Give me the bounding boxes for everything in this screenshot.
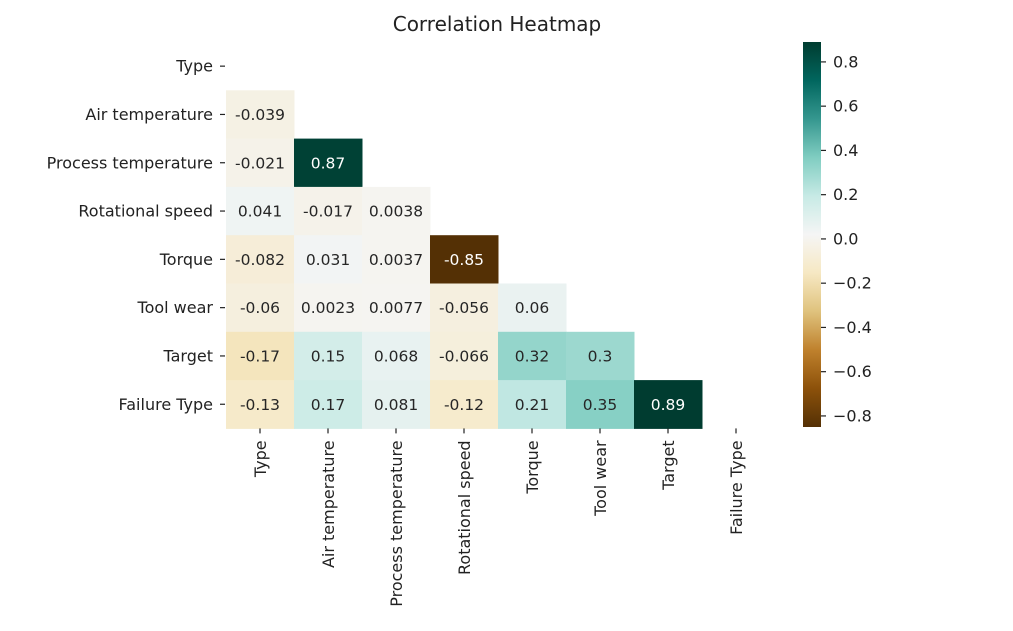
heatmap-cell-rotational-speed-type [226, 186, 295, 236]
colorbar: 0.8 0.6 0.4 0.2 0.0 −0.2 −0.4 −0.6 −0.8 [803, 42, 872, 427]
x-tick-label-tool-wear: Tool wear [591, 440, 610, 517]
heatmap-cell-target-air-temperature [294, 331, 363, 381]
heatmap-cell-target-tool-wear [566, 331, 635, 381]
heatmap-cell-torque-process-temperature [362, 235, 431, 284]
cell-value-label: 0.0077 [369, 299, 423, 317]
heatmap-cell-target-rotational-speed [430, 331, 499, 381]
y-tick-label-target: Target [163, 346, 214, 365]
cell-value-label: -0.056 [439, 299, 489, 317]
cell-value-label: 0.031 [306, 251, 350, 269]
x-tick-label-rotational-speed: Rotational speed [455, 440, 474, 575]
colorbar-tick-label: −0.8 [833, 406, 872, 425]
x-tick-label-process-temperature: Process temperature [387, 440, 406, 606]
heatmap-cells: -0.039 -0.021 0.87 0.041 -0.017 0.0038 -0.082 0… [226, 90, 703, 429]
x-tick-label-failure-type: Failure Type [727, 440, 746, 534]
cell-value-label: -0.06 [240, 299, 280, 317]
x-axis-labels: Type Air temperature Process temperature Ro… [251, 428, 746, 607]
y-tick-label-air-temperature: Air temperature [85, 105, 213, 124]
cell-value-label: 0.068 [374, 347, 418, 365]
y-tick-label-process-temperature: Process temperature [47, 153, 213, 172]
colorbar-tick-label: 0.0 [833, 229, 858, 248]
cell-value-label: 0.35 [583, 396, 618, 414]
heatmap-cell-failure-type-type [226, 380, 295, 429]
x-tick-label-target: Target [659, 440, 678, 491]
heatmap-cell-rotational-speed-air-temperature [294, 186, 363, 236]
y-tick-label-torque: Torque [159, 250, 213, 269]
cell-value-label: 0.89 [651, 396, 686, 414]
heatmap-cell-tool-wear-air-temperature [294, 283, 363, 333]
cell-value-label: 0.0023 [301, 299, 355, 317]
cell-value-label: -0.017 [303, 203, 353, 221]
heatmap-cell-failure-type-tool-wear [566, 380, 635, 429]
y-axis-labels: Type Air temperature Process temperature Ro… [47, 57, 225, 414]
cell-value-label: -0.039 [235, 106, 285, 124]
cell-value-label: -0.17 [240, 347, 280, 365]
heatmap-cell-rotational-speed-process-temperature [362, 186, 431, 236]
cell-value-label: 0.081 [374, 396, 418, 414]
cell-value-label: 0.32 [515, 347, 550, 365]
colorbar-tick-label: 0.6 [833, 97, 858, 116]
heatmap-cell-failure-type-torque [498, 380, 567, 429]
cell-value-label: 0.15 [311, 347, 346, 365]
heatmap-cell-tool-wear-type [226, 283, 295, 333]
heatmap-cell-air-temperature-type [226, 90, 295, 140]
heatmap-cell-failure-type-target [634, 380, 703, 429]
y-tick-label-type: Type [175, 57, 213, 76]
cell-value-label: 0.21 [515, 396, 550, 414]
cell-value-label: 0.0037 [369, 251, 423, 269]
heatmap-cell-failure-type-rotational-speed [430, 380, 499, 429]
cell-value-label: -0.13 [240, 396, 280, 414]
colorbar-tick-label: 0.4 [833, 141, 858, 160]
heatmap-cell-target-torque [498, 331, 567, 381]
heatmap-cell-target-type [226, 331, 295, 381]
cell-value-label: -0.85 [444, 251, 484, 269]
cell-value-label: 0.3 [588, 347, 613, 365]
cell-value-label: 0.17 [311, 396, 346, 414]
colorbar-tick-label: 0.8 [833, 52, 858, 71]
heatmap-cell-torque-air-temperature [294, 235, 363, 284]
y-tick-label-failure-type: Failure Type [119, 395, 213, 414]
heatmap-cell-tool-wear-rotational-speed [430, 283, 499, 333]
chart-title: Correlation Heatmap [393, 12, 602, 36]
heatmap-cell-torque-type [226, 235, 295, 284]
colorbar-gradient [803, 42, 821, 427]
heatmap-cell-process-temperature-type [226, 138, 295, 188]
x-tick-label-torque: Torque [523, 440, 542, 494]
cell-value-label: -0.12 [444, 396, 484, 414]
cell-value-label: -0.066 [439, 347, 489, 365]
y-tick-label-tool-wear: Tool wear [137, 298, 214, 317]
heatmap-cell-tool-wear-process-temperature [362, 283, 431, 333]
cell-value-label: -0.021 [235, 154, 285, 172]
x-tick-label-type: Type [251, 440, 270, 478]
y-tick-label-rotational-speed: Rotational speed [78, 202, 213, 221]
colorbar-tick-label: 0.2 [833, 185, 858, 204]
colorbar-tick-label: −0.6 [833, 362, 872, 381]
heatmap-cell-torque-rotational-speed [430, 235, 499, 284]
cell-value-label: -0.082 [235, 251, 285, 269]
cell-value-label: 0.0038 [369, 203, 423, 221]
heatmap-cell-failure-type-process-temperature [362, 380, 431, 429]
heatmap-cell-failure-type-air-temperature [294, 380, 363, 429]
cell-value-label: 0.87 [311, 154, 346, 172]
colorbar-tick-label: −0.2 [833, 274, 872, 293]
cell-value-label: 0.06 [515, 299, 550, 317]
heatmap-cell-process-temperature-air-temperature [294, 138, 363, 188]
cell-value-label: 0.041 [238, 203, 282, 221]
x-tick-label-air-temperature: Air temperature [319, 440, 338, 568]
heatmap-cell-target-process-temperature [362, 331, 431, 381]
heatmap-cell-tool-wear-torque [498, 283, 567, 333]
colorbar-tick-label: −0.4 [833, 318, 872, 337]
